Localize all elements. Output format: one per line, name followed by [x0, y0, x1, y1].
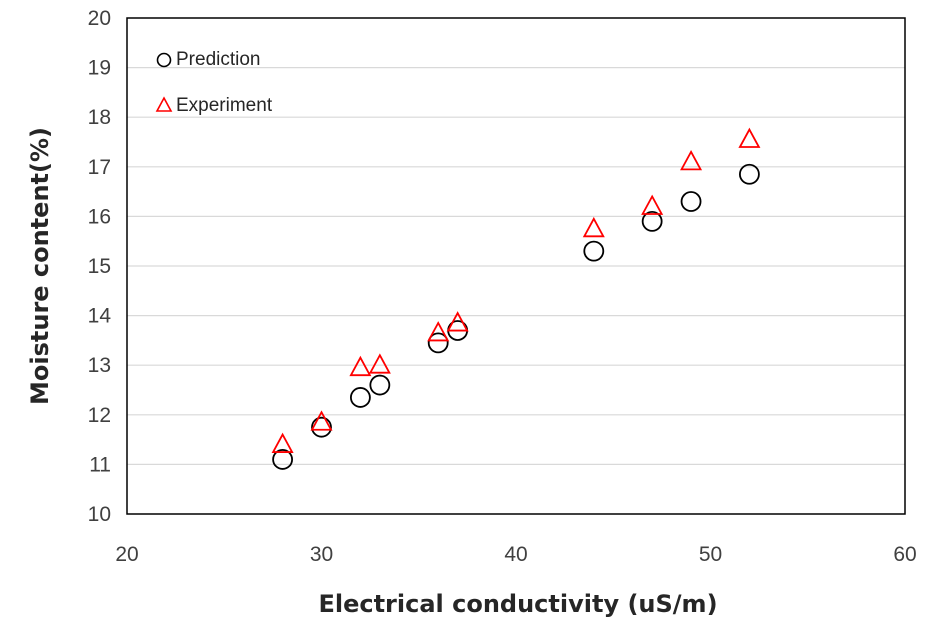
x-tick-label-30: 30 — [310, 543, 333, 566]
point-experiment-0 — [271, 432, 294, 453]
point-experiment-4 — [427, 321, 450, 342]
y-tick-label-14: 14 — [88, 305, 112, 328]
legend: Prediction Experiment — [155, 49, 273, 116]
y-tick-label-16: 16 — [88, 205, 111, 228]
y-tick-label-20: 20 — [88, 7, 111, 30]
point-experiment-7 — [641, 194, 664, 215]
y-tick-label-18: 18 — [88, 106, 111, 129]
plot-area — [126, 17, 906, 515]
point-experiment-2 — [349, 355, 372, 377]
series-experiment — [271, 127, 761, 453]
point-experiment-6 — [582, 216, 605, 238]
point-prediction-4 — [427, 332, 449, 354]
point-prediction-8 — [680, 191, 702, 212]
x-axis-title: Electrical conductivity (uS/m) — [318, 590, 717, 618]
point-experiment-3 — [368, 353, 391, 374]
point-prediction-2 — [349, 387, 371, 408]
legend-marker-experiment — [155, 96, 173, 112]
legend-marker-prediction — [156, 52, 172, 68]
gridlines — [127, 66, 905, 465]
x-tick-label-60: 60 — [893, 543, 916, 566]
x-tick-label-20: 20 — [115, 543, 138, 566]
point-prediction-1 — [311, 416, 332, 438]
point-experiment-8 — [680, 149, 703, 171]
data-series — [271, 127, 761, 470]
y-tick-label-10: 10 — [88, 503, 111, 526]
tick-labels: 10 11 12 13 14 15 16 17 18 19 20 20 30 40 50 60 — [88, 7, 917, 566]
y-tick-label-17: 17 — [88, 156, 111, 179]
point-prediction-9 — [739, 163, 760, 185]
point-prediction-3 — [369, 374, 391, 396]
y-tick-label-15: 15 — [88, 255, 111, 278]
y-axis-title: Moisture content(%) — [26, 127, 54, 405]
legend-label-experiment: Experiment — [176, 95, 273, 116]
point-experiment-9 — [738, 127, 761, 148]
series-prediction — [272, 163, 760, 470]
point-prediction-6 — [583, 240, 605, 262]
point-prediction-7 — [641, 210, 663, 232]
y-tick-label-12: 12 — [88, 404, 111, 427]
y-tick-label-13: 13 — [88, 354, 111, 377]
point-experiment-5 — [446, 311, 469, 332]
y-tick-label-11: 11 — [89, 453, 111, 476]
x-tick-label-40: 40 — [504, 543, 527, 566]
legend-label-prediction: Prediction — [176, 49, 261, 70]
point-prediction-0 — [272, 449, 294, 470]
y-tick-label-19: 19 — [88, 57, 111, 80]
point-experiment-1 — [310, 410, 333, 431]
x-tick-label-50: 50 — [699, 543, 722, 566]
